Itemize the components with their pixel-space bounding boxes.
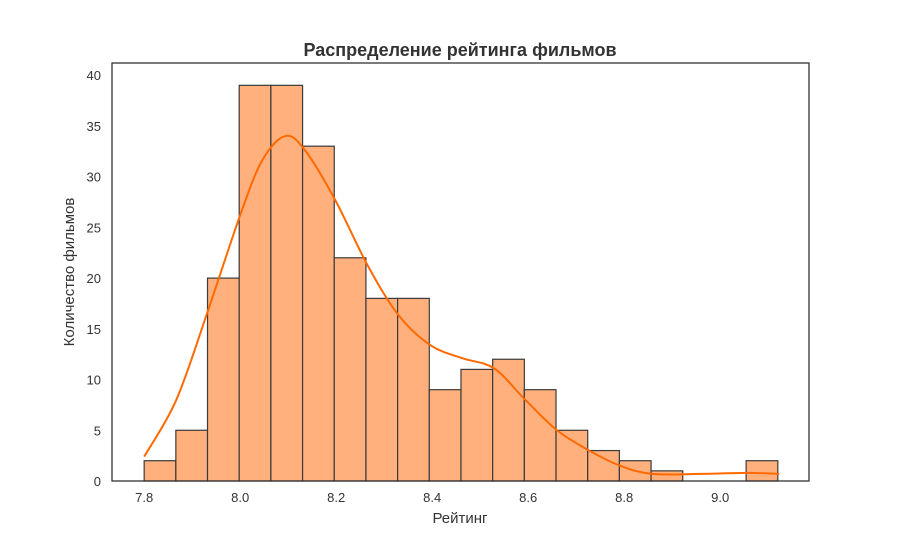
histogram-bar: [270, 84, 304, 482]
histogram-bar: [428, 389, 462, 482]
x-axis-ticks: 7.8 8.0 8.2 8.4 8.6 8.8 9.0: [135, 490, 729, 505]
histogram-bar: [650, 470, 684, 482]
histogram-bar: [397, 297, 430, 482]
x-tick-label: 8.8: [615, 490, 633, 505]
y-tick-label: 20: [87, 271, 101, 286]
histogram-bar: [555, 429, 589, 482]
histogram-bar: [206, 277, 240, 482]
histogram-bar: [175, 429, 209, 482]
histogram-bar: [333, 257, 367, 482]
plot-frame: [111, 62, 810, 482]
bars: [143, 84, 779, 482]
histogram-bar: [460, 368, 494, 482]
kde-curve: [143, 134, 780, 476]
histogram-bar: [365, 297, 399, 482]
y-tick-label: 15: [87, 322, 101, 337]
x-axis-label: Рейтинг: [432, 510, 488, 527]
histogram-bar: [492, 358, 525, 482]
y-tick-label: 30: [87, 170, 101, 185]
y-tick-label: 10: [87, 373, 101, 388]
x-tick-label: 8.0: [231, 490, 249, 505]
y-tick-label: 25: [87, 220, 101, 235]
y-tick-label: 0: [94, 474, 101, 489]
y-tick-label: 5: [94, 423, 101, 438]
x-tick-label: 9.0: [711, 490, 729, 505]
histogram-bar: [587, 449, 620, 482]
y-tick-label: 35: [87, 119, 101, 134]
x-tick-label: 8.2: [327, 490, 345, 505]
histogram-bar: [143, 460, 177, 482]
x-tick-label: 7.8: [135, 490, 153, 505]
histogram-bar: [745, 460, 779, 482]
y-axis-ticks: 0 5 10 15 20 25 30 35 40: [87, 68, 101, 489]
histogram-bar: [238, 84, 272, 482]
y-axis-label: Количество фильмов: [61, 198, 78, 347]
histogram-bar: [301, 145, 335, 482]
x-tick-label: 8.6: [519, 490, 537, 505]
x-tick-label: 8.4: [423, 490, 441, 505]
chart-title: Распределение рейтинга фильмов: [303, 40, 616, 60]
y-tick-label: 40: [87, 68, 101, 83]
